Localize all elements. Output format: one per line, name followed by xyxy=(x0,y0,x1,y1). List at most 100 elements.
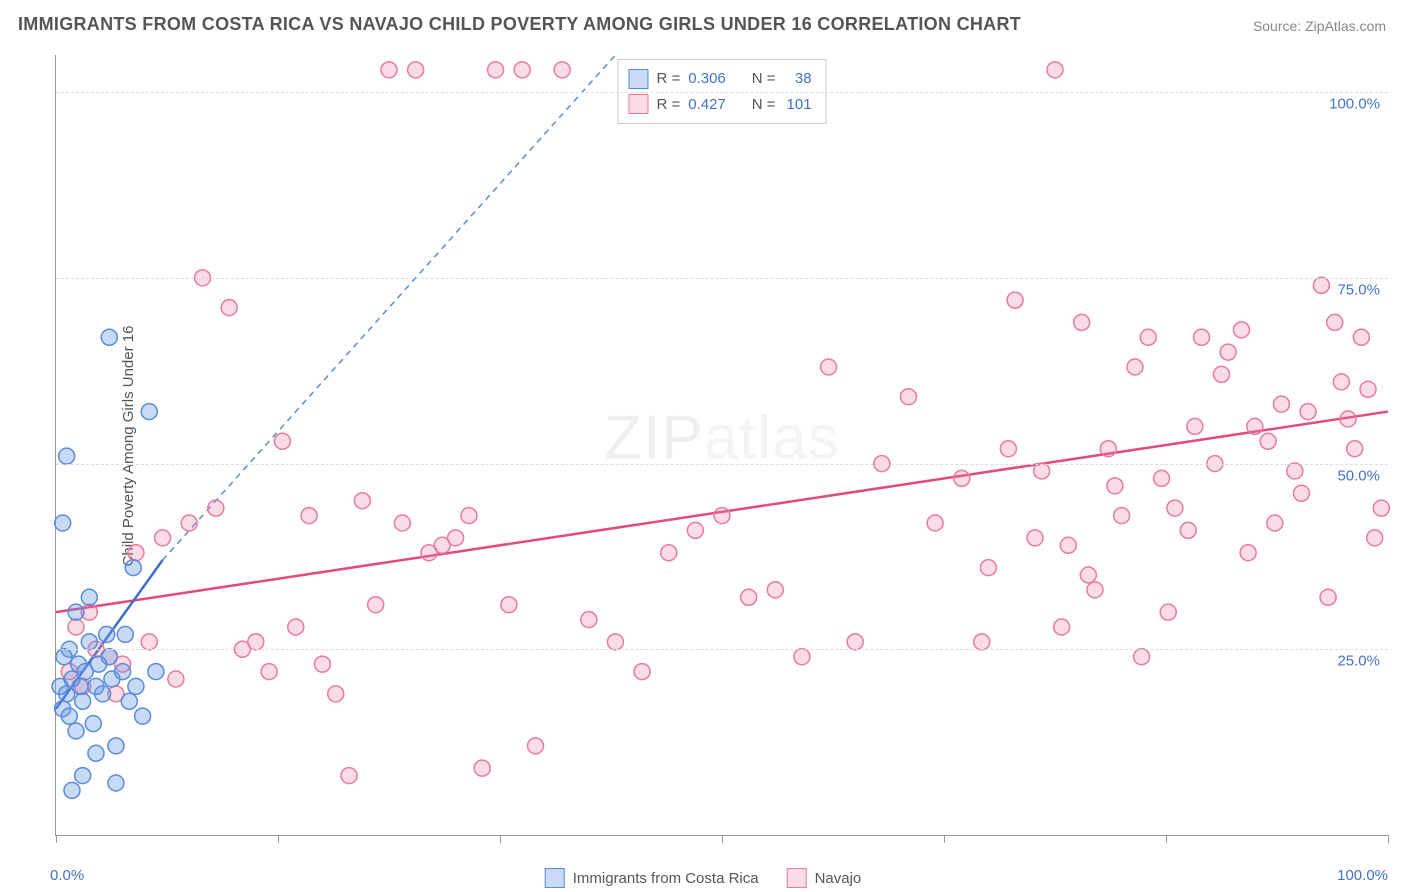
y-tick-label: 100.0% xyxy=(1329,96,1380,113)
data-point xyxy=(528,738,544,754)
data-point xyxy=(1074,314,1090,330)
data-point xyxy=(1320,589,1336,605)
corr-row-series2: R = 0.427 N = 101 xyxy=(628,92,811,118)
data-point xyxy=(900,389,916,405)
data-point xyxy=(314,656,330,672)
data-point xyxy=(148,664,164,680)
data-point xyxy=(1214,366,1230,382)
data-point xyxy=(1313,277,1329,293)
data-point xyxy=(141,404,157,420)
data-point xyxy=(274,433,290,449)
data-point xyxy=(1080,567,1096,583)
data-point xyxy=(108,775,124,791)
data-point xyxy=(1167,500,1183,516)
data-point xyxy=(141,634,157,650)
data-point xyxy=(1087,582,1103,598)
data-point xyxy=(1054,619,1070,635)
data-point xyxy=(1373,500,1389,516)
data-point xyxy=(474,760,490,776)
y-tick-label: 75.0% xyxy=(1337,281,1380,298)
data-point xyxy=(381,62,397,78)
data-point xyxy=(687,522,703,538)
gridline-h xyxy=(56,649,1388,650)
data-point xyxy=(72,678,88,694)
data-point xyxy=(1187,418,1203,434)
legend-label: Navajo xyxy=(815,870,862,887)
scatter-svg xyxy=(56,55,1388,835)
data-point xyxy=(99,626,115,642)
x-tick xyxy=(278,835,279,843)
data-point xyxy=(1000,441,1016,457)
data-point xyxy=(927,515,943,531)
gridline-h xyxy=(56,464,1388,465)
data-point xyxy=(847,634,863,650)
data-point xyxy=(1180,522,1196,538)
gridline-h xyxy=(56,278,1388,279)
data-point xyxy=(1100,441,1116,457)
data-point xyxy=(1293,485,1309,501)
data-point xyxy=(714,508,730,524)
data-point xyxy=(288,619,304,635)
data-point xyxy=(101,329,117,345)
data-point xyxy=(168,671,184,687)
data-point xyxy=(68,604,84,620)
data-point xyxy=(221,300,237,316)
data-point xyxy=(1333,374,1349,390)
x-tick-start: 0.0% xyxy=(50,867,84,884)
data-point xyxy=(248,634,264,650)
data-point xyxy=(954,470,970,486)
data-point xyxy=(1107,478,1123,494)
data-point xyxy=(581,612,597,628)
data-point xyxy=(1134,649,1150,665)
data-point xyxy=(328,686,344,702)
data-point xyxy=(1367,530,1383,546)
corr-n-value: 101 xyxy=(784,92,812,118)
data-point xyxy=(408,62,424,78)
x-tick xyxy=(1166,835,1167,843)
data-point xyxy=(488,62,504,78)
corr-row-series1: R = 0.306 N = 38 xyxy=(628,66,811,92)
data-point xyxy=(125,560,141,576)
data-point xyxy=(1347,441,1363,457)
data-point xyxy=(368,597,384,613)
legend-item-series2: Navajo xyxy=(787,868,862,888)
corr-r-label: R = xyxy=(656,66,680,92)
data-point xyxy=(301,508,317,524)
data-point xyxy=(121,693,137,709)
data-point xyxy=(1060,537,1076,553)
x-tick xyxy=(1388,835,1389,843)
data-point xyxy=(1233,322,1249,338)
data-point xyxy=(394,515,410,531)
data-point xyxy=(59,448,75,464)
data-point xyxy=(821,359,837,375)
data-point xyxy=(1353,329,1369,345)
data-point xyxy=(1300,404,1316,420)
data-point xyxy=(117,626,133,642)
corr-r-value: 0.306 xyxy=(688,66,726,92)
data-point xyxy=(1247,418,1263,434)
data-point xyxy=(634,664,650,680)
data-point xyxy=(56,649,72,665)
legend-swatch-blue xyxy=(545,868,565,888)
data-point xyxy=(55,515,71,531)
data-point xyxy=(95,686,111,702)
data-point xyxy=(1114,508,1130,524)
data-point xyxy=(1047,62,1063,78)
x-tick xyxy=(944,835,945,843)
data-point xyxy=(68,619,84,635)
corr-r-value: 0.427 xyxy=(688,92,726,118)
data-point xyxy=(1287,463,1303,479)
data-point xyxy=(1267,515,1283,531)
data-point xyxy=(1007,292,1023,308)
gridline-h xyxy=(56,92,1388,93)
data-point xyxy=(1160,604,1176,620)
data-point xyxy=(1154,470,1170,486)
data-point xyxy=(1340,411,1356,427)
data-point xyxy=(554,62,570,78)
data-point xyxy=(1127,359,1143,375)
source-label: Source: ZipAtlas.com xyxy=(1253,18,1386,34)
corr-swatch-pink xyxy=(628,94,648,114)
data-point xyxy=(1327,314,1343,330)
data-point xyxy=(181,515,197,531)
data-point xyxy=(208,500,224,516)
